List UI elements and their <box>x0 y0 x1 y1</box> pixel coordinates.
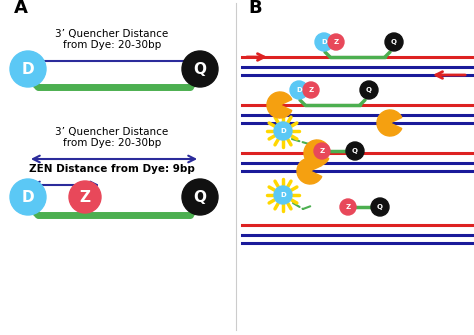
Text: D: D <box>280 192 286 198</box>
Text: D: D <box>22 62 34 76</box>
Text: Q: Q <box>352 148 358 154</box>
Text: Z: Z <box>309 87 314 93</box>
Circle shape <box>303 82 319 98</box>
Circle shape <box>340 199 356 215</box>
Wedge shape <box>304 140 329 166</box>
Circle shape <box>10 179 46 215</box>
Text: Q: Q <box>193 62 207 76</box>
Text: D: D <box>22 190 34 204</box>
Text: Q: Q <box>193 190 207 204</box>
Text: Z: Z <box>333 39 338 45</box>
Text: Z: Z <box>319 148 325 154</box>
Circle shape <box>346 142 364 160</box>
Circle shape <box>360 81 378 99</box>
Circle shape <box>290 81 308 99</box>
Wedge shape <box>267 92 292 118</box>
Text: Z: Z <box>346 204 351 210</box>
Text: 3’ Quencher Distance: 3’ Quencher Distance <box>55 29 169 39</box>
Circle shape <box>10 51 46 87</box>
Text: Z: Z <box>80 190 91 204</box>
Text: from Dye: 20-30bp: from Dye: 20-30bp <box>63 40 161 50</box>
Text: D: D <box>321 39 327 45</box>
Circle shape <box>274 186 292 204</box>
Circle shape <box>69 181 101 213</box>
Text: D: D <box>296 87 302 93</box>
Text: from Dye: 20-30bp: from Dye: 20-30bp <box>63 138 161 148</box>
Wedge shape <box>377 110 402 136</box>
Circle shape <box>182 51 218 87</box>
Text: Q: Q <box>377 204 383 210</box>
Text: A: A <box>14 0 28 17</box>
Text: ZEN Distance from Dye: 9bp: ZEN Distance from Dye: 9bp <box>29 164 195 174</box>
Circle shape <box>274 122 292 140</box>
Text: B: B <box>248 0 262 17</box>
Circle shape <box>314 143 330 159</box>
Circle shape <box>371 198 389 216</box>
Text: D: D <box>280 128 286 134</box>
Circle shape <box>315 33 333 51</box>
Circle shape <box>385 33 403 51</box>
Circle shape <box>328 34 344 50</box>
Wedge shape <box>297 158 322 184</box>
Text: 3’ Quencher Distance: 3’ Quencher Distance <box>55 127 169 137</box>
Circle shape <box>182 179 218 215</box>
Text: Q: Q <box>366 87 372 93</box>
Text: Q: Q <box>391 39 397 45</box>
